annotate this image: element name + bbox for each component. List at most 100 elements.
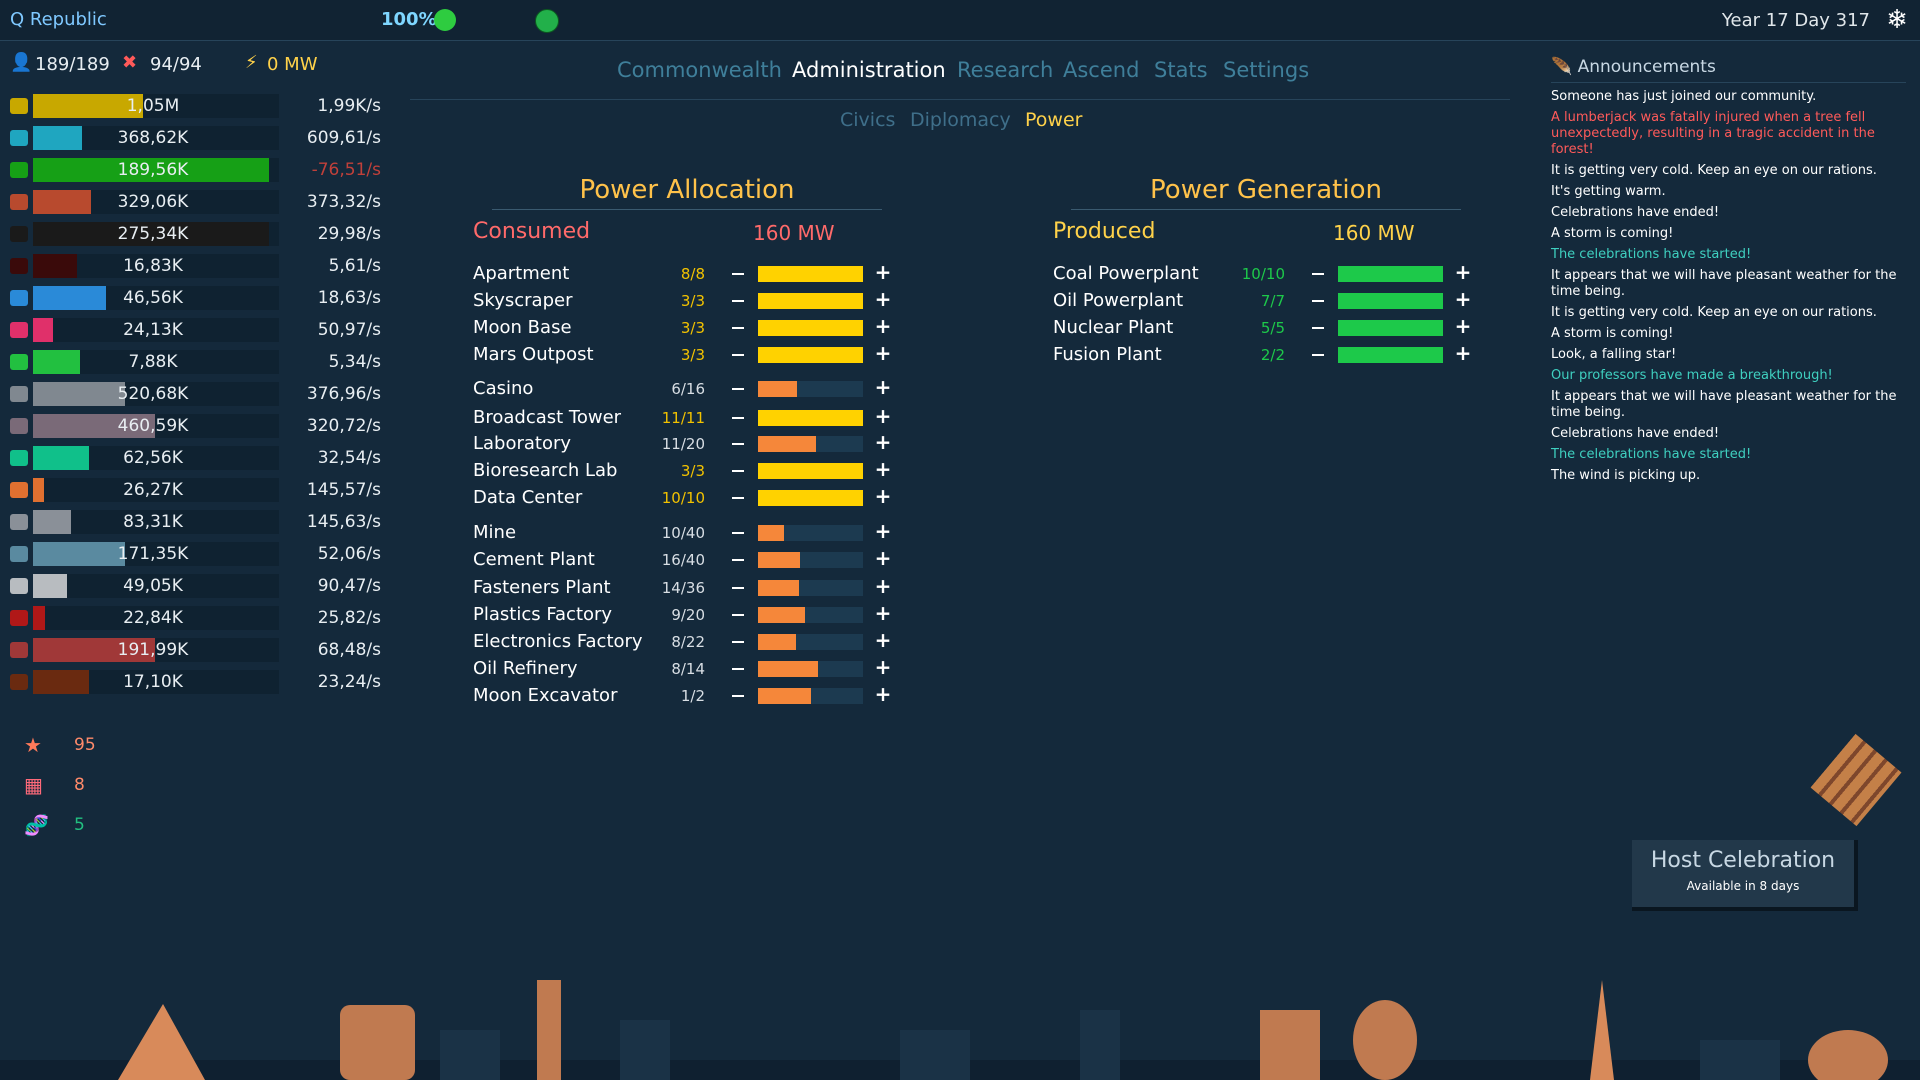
happiness-icon [434, 9, 456, 31]
increase-button[interactable]: + [874, 404, 892, 428]
globe-icon[interactable] [535, 9, 559, 33]
building-ratio: 2/2 [1260, 346, 1285, 364]
resource-rate: 23,24/s [317, 672, 381, 692]
resource-bar [33, 190, 91, 214]
announcement: A storm is coming! [1551, 326, 1674, 341]
increase-button[interactable]: + [874, 287, 892, 311]
population-icon: 👤 [10, 52, 33, 73]
nav-tab[interactable]: Ascend [1063, 58, 1140, 82]
building-name: Skyscraper [473, 290, 573, 311]
nav-tab[interactable]: Settings [1223, 58, 1310, 82]
resource-bar [33, 510, 71, 534]
decrease-button-glyph [732, 327, 744, 329]
increase-button[interactable]: + [1454, 287, 1472, 311]
building-ratio: 3/3 [680, 319, 705, 337]
increase-button[interactable]: + [1454, 314, 1472, 338]
resource-amount: 26,27K [123, 480, 183, 500]
increase-button[interactable]: + [874, 314, 892, 338]
increase-button[interactable]: + [1454, 260, 1472, 284]
increase-button[interactable]: + [1454, 341, 1472, 365]
power-bar [758, 266, 863, 282]
resource-icon [10, 674, 28, 690]
nav-tab[interactable]: Commonwealth [617, 58, 782, 82]
increase-button[interactable]: + [874, 546, 892, 570]
building-ratio: 10/40 [661, 524, 705, 542]
decrease-button-glyph [732, 470, 744, 472]
nav-tab[interactable]: Research [957, 58, 1054, 82]
announcement: A storm is coming! [1551, 226, 1674, 241]
nav-tab[interactable]: Administration [792, 58, 946, 82]
building-name: Plastics Factory [473, 604, 613, 625]
building-name: Mine [473, 522, 517, 543]
decrease-button-glyph [732, 388, 744, 390]
decrease-button-glyph [1312, 300, 1324, 302]
announcement: Celebrations have ended! [1551, 426, 1720, 441]
sub-tab[interactable]: Power [1025, 109, 1083, 131]
resource-icon [10, 162, 28, 178]
building [1700, 1040, 1780, 1080]
building-name: Fusion Plant [1053, 344, 1162, 365]
resource-rate: 25,82/s [317, 608, 381, 628]
ark [1808, 1030, 1888, 1080]
increase-button[interactable]: + [874, 574, 892, 598]
increase-button[interactable]: + [874, 430, 892, 454]
increase-button[interactable]: + [874, 457, 892, 481]
increase-button[interactable]: + [874, 601, 892, 625]
building-name: Oil Refinery [473, 658, 578, 679]
building-name: Laboratory [473, 433, 572, 454]
panel-label: Produced [1053, 219, 1156, 244]
increase-button[interactable]: + [874, 682, 892, 706]
resource-icon [10, 226, 28, 242]
satellite-icon [1810, 733, 1902, 827]
resource-amount: 7,88K [128, 352, 178, 372]
increase-button[interactable]: + [874, 484, 892, 508]
announcements-title: 🪶 Announcements [1551, 57, 1716, 77]
power-bar [758, 436, 816, 452]
nav-tab[interactable]: Stats [1154, 58, 1208, 82]
resource-bar [33, 478, 44, 502]
sub-tab[interactable]: Civics [840, 109, 896, 131]
host-celebration-button[interactable]: Host Celebration Available in 8 days [1632, 840, 1858, 911]
dome [1353, 1000, 1417, 1080]
resource-bar-bg [33, 478, 279, 502]
resource-amount: 191,99K [117, 640, 189, 660]
building-name: Broadcast Tower [473, 407, 622, 428]
increase-button[interactable]: + [874, 260, 892, 284]
increase-button[interactable]: + [874, 375, 892, 399]
panel-label: Consumed [473, 219, 591, 244]
announcement: The celebrations have started! [1551, 447, 1752, 462]
sub-tab[interactable]: Diplomacy [910, 109, 1011, 131]
weather-icon: ❄ [1886, 5, 1908, 35]
resource-amount: 83,31K [123, 512, 183, 532]
increase-button[interactable]: + [874, 519, 892, 543]
decrease-button-glyph [1312, 327, 1324, 329]
resource-icon [10, 418, 28, 434]
resource-bar-bg [33, 606, 279, 630]
happiness: 100% [381, 9, 437, 30]
building-name: Fasteners Plant [473, 577, 611, 598]
announcement: It's getting warm. [1551, 184, 1666, 199]
decrease-button-glyph [1312, 273, 1324, 275]
increase-button[interactable]: + [874, 655, 892, 679]
announcement: Our professors have made a breakthrough! [1551, 368, 1833, 383]
resource-bar [33, 318, 53, 342]
increase-button[interactable]: + [874, 341, 892, 365]
building-name: Data Center [473, 487, 583, 508]
announcement: Someone has just joined our community. [1551, 89, 1817, 104]
building-name: Apartment [473, 263, 570, 284]
building-name: Mars Outpost [473, 344, 594, 365]
increase-button[interactable]: + [874, 628, 892, 652]
building-name: Cement Plant [473, 549, 595, 570]
decrease-button-glyph [732, 443, 744, 445]
power-bar [758, 490, 863, 506]
resource-amount: 329,06K [117, 192, 189, 212]
resource-amount: 368,62K [117, 128, 189, 148]
top-bar [0, 0, 1920, 41]
panel-underline [1071, 209, 1461, 210]
decrease-button-glyph [1312, 354, 1324, 356]
counter-value: 5 [74, 815, 85, 835]
resource-icon [10, 386, 28, 402]
power-bar [1338, 347, 1443, 363]
building-ratio: 7/7 [1260, 292, 1285, 310]
decrease-button-glyph [732, 532, 744, 534]
